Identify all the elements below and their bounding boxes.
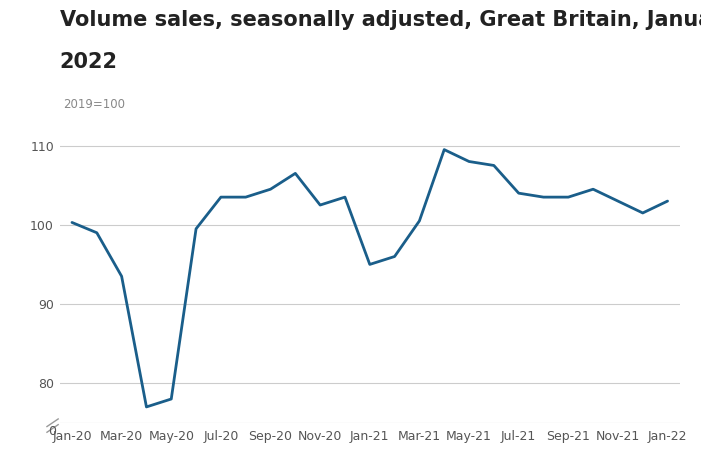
Text: 2022: 2022 (60, 52, 118, 72)
Text: 0: 0 (48, 425, 56, 438)
Text: 2019=100: 2019=100 (62, 98, 125, 111)
Text: Volume sales, seasonally adjusted, Great Britain, January 2020 to Janaury: Volume sales, seasonally adjusted, Great… (60, 10, 701, 29)
